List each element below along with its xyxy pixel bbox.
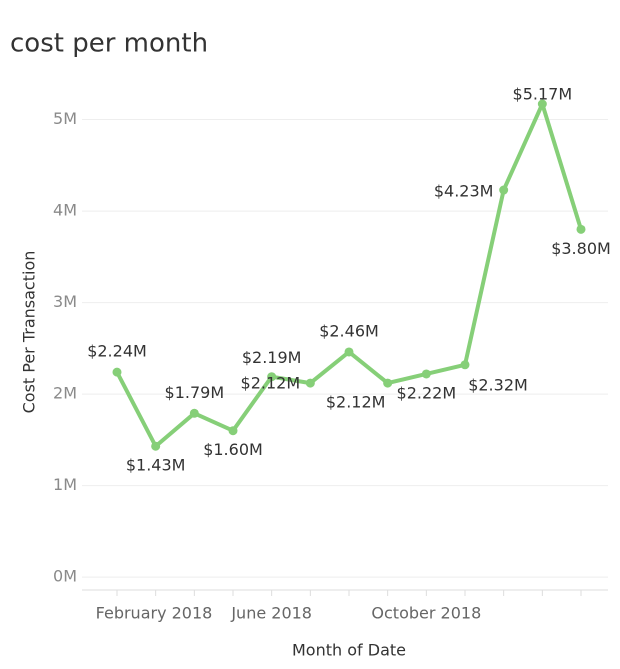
data-label: $2.19M [242, 348, 302, 367]
point [537, 99, 547, 109]
data-label: $1.60M [203, 440, 263, 459]
data-label: $2.46M [319, 321, 379, 340]
y-tick-label: 3M [53, 292, 77, 311]
point [305, 378, 315, 388]
data-label: $3.80M [551, 239, 611, 258]
x-tick-label: June 2018 [230, 604, 312, 623]
point [499, 185, 509, 195]
x-tick-label: February 2018 [96, 604, 213, 623]
chart-title: cost per month [10, 29, 208, 59]
data-label: $2.12M [241, 374, 301, 393]
point [421, 369, 431, 379]
point [383, 378, 393, 388]
y-tick-label: 0M [53, 567, 77, 586]
x-tick-label: October 2018 [371, 604, 481, 623]
data-label: $1.43M [126, 456, 186, 475]
x-axis-title: Month of Date [292, 641, 406, 660]
data-label: $4.23M [434, 182, 494, 201]
point [189, 408, 199, 418]
y-axis-title: Cost Per Transaction [20, 251, 39, 414]
point [267, 372, 277, 382]
point [112, 367, 122, 377]
data-label: $2.24M [87, 342, 147, 361]
point [228, 426, 238, 436]
point [344, 347, 354, 357]
data-label: $2.22M [397, 383, 457, 402]
data-label: $2.12M [326, 393, 386, 412]
point [151, 441, 161, 451]
data-label: $5.17M [513, 85, 573, 104]
data-label: $1.79M [165, 383, 225, 402]
point [576, 224, 586, 234]
point [460, 360, 470, 370]
y-tick-label: 4M [53, 201, 77, 220]
y-tick-label: 1M [53, 475, 77, 494]
y-tick-label: 5M [53, 109, 77, 128]
data-label: $2.32M [468, 375, 528, 394]
y-tick-label: 2M [53, 384, 77, 403]
